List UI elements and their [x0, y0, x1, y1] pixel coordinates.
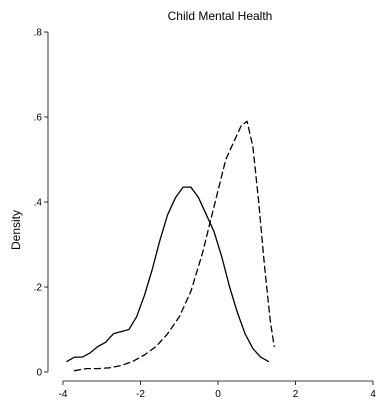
series-solid-line	[66, 186, 270, 363]
y-tick-label: .4	[34, 198, 43, 209]
x-tick-label: 0	[215, 389, 221, 400]
x-tick-label: -2	[136, 389, 145, 400]
chart-title: Child Mental Health	[168, 9, 273, 23]
x-tick-label: 4	[370, 389, 376, 400]
y-tick-label: .2	[34, 283, 43, 294]
y-tick-label: .6	[34, 113, 43, 124]
plot-area: 0 .2 .4 .6 .8 -4 -2 0 2 4	[34, 28, 377, 401]
y-tick-label: 0	[36, 368, 42, 379]
series-dashed-line	[73, 120, 275, 372]
x-tick-label: 2	[293, 389, 299, 400]
y-axis-label: Density	[9, 210, 23, 250]
y-tick-label: .8	[34, 28, 43, 39]
x-tick-label: -4	[59, 389, 68, 400]
